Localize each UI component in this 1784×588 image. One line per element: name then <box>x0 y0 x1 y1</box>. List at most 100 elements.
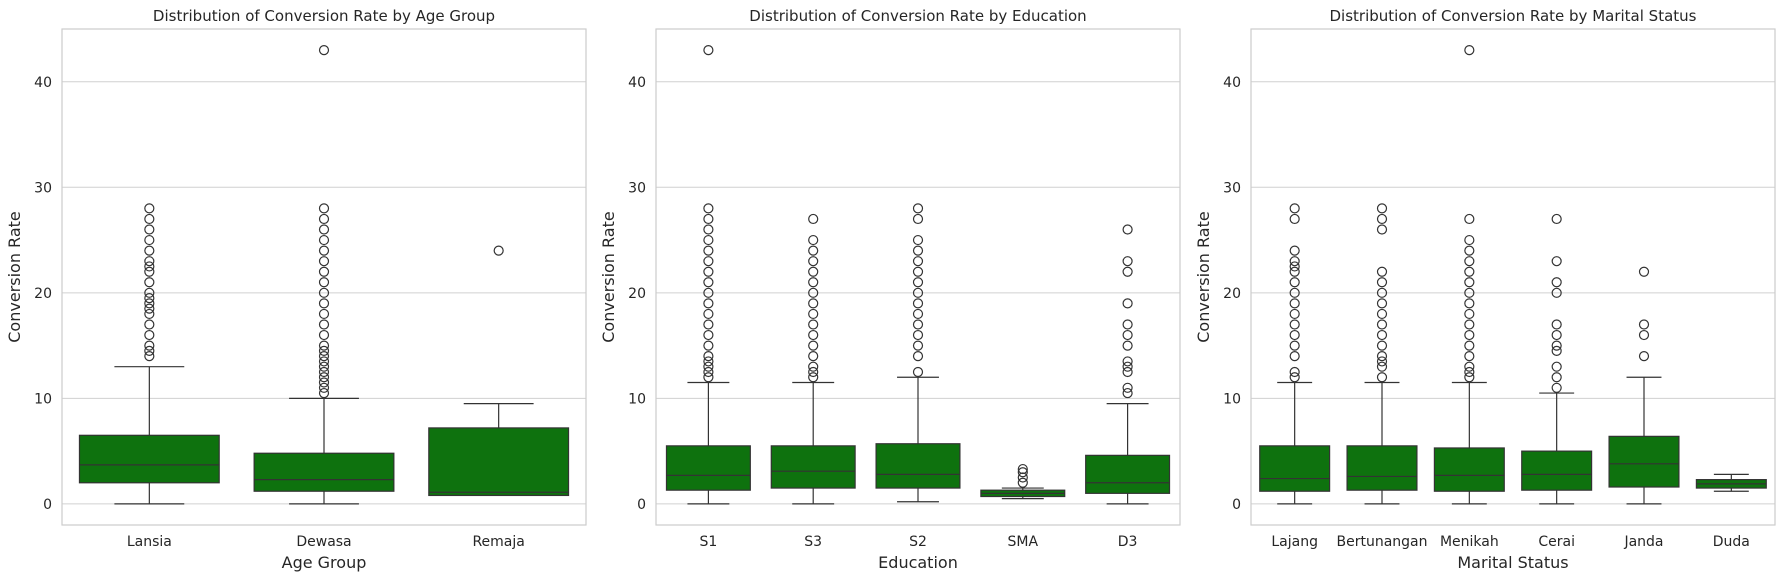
box-lajang <box>1259 445 1331 492</box>
outlier-point <box>912 256 924 267</box>
outlier-point <box>144 277 155 288</box>
outlier-point <box>1376 356 1388 367</box>
y-tick-label: 10 <box>1223 391 1241 407</box>
outlier-point <box>1464 234 1475 246</box>
outlier-point <box>912 277 924 288</box>
outlier-point <box>318 319 330 330</box>
x-tick-label: S3 <box>804 534 822 550</box>
box-d3 <box>1085 454 1171 494</box>
x-tick-label: Remaja <box>472 534 524 550</box>
outlier-point <box>144 234 155 246</box>
outlier-point <box>1638 266 1650 277</box>
outlier-point <box>1289 277 1300 288</box>
outlier-point <box>1464 298 1475 309</box>
box-s3 <box>770 445 856 489</box>
outlier-point <box>1638 329 1650 341</box>
x-tick-label: Lajang <box>1271 534 1318 550</box>
outlier-point <box>318 224 330 235</box>
outlier-point <box>1376 224 1388 235</box>
outlier-point <box>318 345 330 356</box>
outlier-point <box>318 382 330 393</box>
y-tick-label: 40 <box>1223 75 1241 91</box>
outlier-point <box>703 356 714 367</box>
outlier-point <box>1464 45 1475 56</box>
outlier-point <box>1376 340 1388 351</box>
outlier-point <box>703 245 714 256</box>
x-tick-label: D3 <box>1118 534 1138 550</box>
outlier-point <box>703 366 714 378</box>
outlier-point <box>1376 329 1388 341</box>
outlier-point <box>1464 329 1475 341</box>
outlier-point <box>1376 287 1388 298</box>
outlier-point <box>912 245 924 256</box>
outlier-point <box>1289 329 1300 341</box>
box-dewasa <box>253 452 395 492</box>
outlier-point <box>1464 340 1475 351</box>
outlier-point <box>144 203 155 214</box>
outlier-point <box>1464 319 1475 330</box>
y-tick-label: 10 <box>34 391 52 407</box>
outlier-point <box>1551 329 1562 341</box>
outlier-point <box>808 329 819 341</box>
outlier-point <box>1289 245 1300 256</box>
outlier-point <box>1376 372 1388 383</box>
outlier-point <box>703 277 714 288</box>
y-axis-label: Conversion Rate <box>1194 211 1213 342</box>
outlier-point <box>1289 308 1300 320</box>
outlier-point <box>808 256 819 267</box>
chart-panel-1: 0 10 20 30 40 Lansia Dewasa Remaja Distribution … <box>5 7 587 572</box>
outlier-point <box>144 319 155 330</box>
outlier-point <box>1017 477 1028 488</box>
outlier-point <box>1376 308 1388 320</box>
y-tick-label: 30 <box>1223 180 1241 196</box>
outlier-point <box>703 224 714 235</box>
chart-panel-3: 0 10 20 30 40 Lajang Bertunangan Menikah Cerai Ja… <box>1194 7 1776 572</box>
outlier-point <box>1289 287 1300 298</box>
outlier-point <box>318 234 330 246</box>
outlier-point <box>1464 361 1475 372</box>
y-tick-label: 30 <box>34 180 52 196</box>
outlier-point <box>1376 277 1388 288</box>
x-tick-label: Duda <box>1713 534 1750 550</box>
box-lansia <box>78 434 220 484</box>
outlier-point <box>144 287 155 298</box>
outlier-point <box>318 372 330 383</box>
outlier-point <box>912 329 924 341</box>
outlier-point <box>808 287 819 298</box>
outlier-point <box>703 298 714 309</box>
y-tick-label: 20 <box>628 286 646 302</box>
outlier-point <box>912 298 924 309</box>
chart-title: Distribution of Conversion Rate by Educa… <box>749 7 1086 25</box>
y-tick-label: 20 <box>34 286 52 302</box>
outlier-point <box>144 303 155 314</box>
outlier-point <box>1122 224 1133 235</box>
y-tick-label: 30 <box>628 180 646 196</box>
outlier-point <box>808 234 819 246</box>
outlier-point <box>1551 361 1562 372</box>
outlier-point <box>1638 319 1650 330</box>
outlier-point <box>912 366 924 378</box>
x-tick-label: Menikah <box>1440 534 1499 550</box>
box-menikah <box>1433 447 1505 492</box>
outlier-point <box>1289 256 1300 267</box>
x-tick-label: SMA <box>1008 534 1039 550</box>
outlier-point <box>144 329 155 341</box>
outlier-point <box>318 287 330 298</box>
outlier-point <box>144 293 155 304</box>
outlier-point <box>318 351 330 362</box>
outlier-point <box>703 266 714 277</box>
box-cerai <box>1521 450 1593 491</box>
box-remaja <box>428 427 570 497</box>
outlier-point <box>1464 277 1475 288</box>
y-tick-label: 40 <box>34 75 52 91</box>
outlier-point <box>912 266 924 277</box>
y-tick-label: 10 <box>628 391 646 407</box>
outlier-point <box>144 340 155 351</box>
outlier-point <box>1122 361 1133 372</box>
outlier-point <box>318 256 330 267</box>
outlier-point <box>493 245 504 256</box>
outlier-point <box>318 340 330 351</box>
outlier-point <box>1464 287 1475 298</box>
outlier-point <box>703 351 714 362</box>
